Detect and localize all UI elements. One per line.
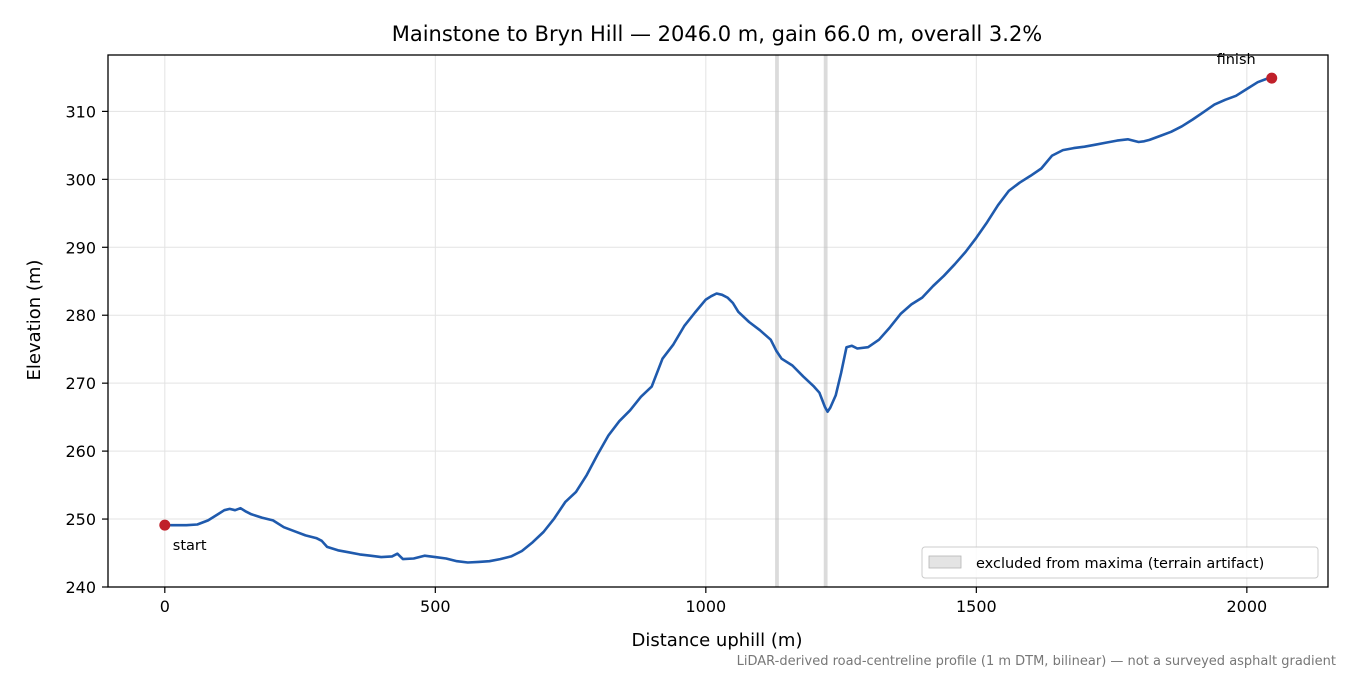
finish-marker [1266, 72, 1278, 84]
start-label: start [173, 538, 207, 554]
x-tick-label: 2000 [1226, 597, 1267, 616]
chart-title: Mainstone to Bryn Hill — 2046.0 m, gain … [392, 22, 1043, 46]
excluded-band [775, 55, 779, 587]
legend-entry-excluded: excluded from maxima (terrain artifact) [976, 556, 1264, 572]
start-marker [159, 519, 171, 531]
footnote: LiDAR-derived road-centreline profile (1… [737, 654, 1336, 669]
endpoint-markers: start finish [159, 52, 1278, 554]
excluded-bands [775, 55, 828, 587]
y-tick-label: 260 [65, 442, 96, 461]
axis-ticks: 0 500 1000 1500 2000 240 250 260 270 280 290 300 310 [65, 102, 1267, 616]
series-layer [163, 76, 1273, 564]
y-axis-label: Elevation (m) [24, 260, 45, 381]
elevation-line [163, 76, 1273, 564]
grid-lines [108, 55, 1328, 588]
y-tick-label: 310 [65, 102, 96, 121]
x-tick-label: 0 [160, 597, 170, 616]
legend-box [921, 546, 1319, 579]
x-axis-label: Distance uphill (m) [632, 630, 803, 651]
y-tick-label: 270 [65, 374, 96, 393]
legend-swatch [928, 555, 962, 569]
y-tick-label: 250 [65, 510, 96, 529]
y-tick-label: 240 [65, 578, 96, 597]
x-tick-label: 1500 [956, 597, 997, 616]
excluded-band [823, 55, 828, 587]
y-tick-label: 300 [65, 170, 96, 189]
x-tick-label: 500 [420, 597, 451, 616]
y-tick-label: 280 [65, 306, 96, 325]
legend: excluded from maxima (terrain artifact) [921, 546, 1319, 579]
plot-frame [107, 54, 1329, 588]
x-tick-label: 1000 [685, 597, 726, 616]
finish-label: finish [1217, 52, 1256, 68]
y-tick-label: 290 [65, 238, 96, 257]
